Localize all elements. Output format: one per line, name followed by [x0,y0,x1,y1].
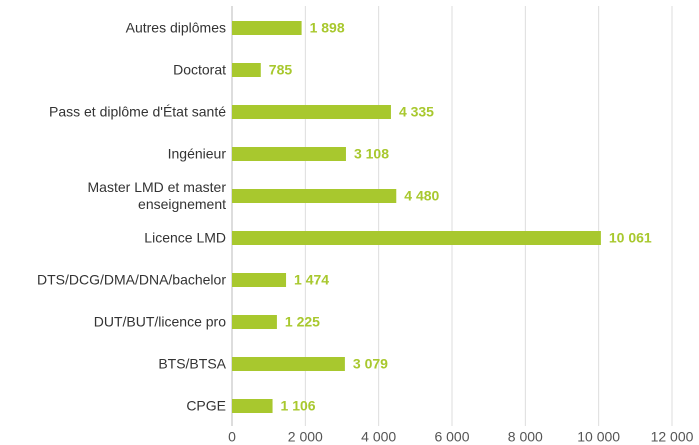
x-tick-label: 4 000 [361,429,396,445]
value-label: 1 106 [281,398,316,414]
value-label: 1 898 [310,20,345,36]
category-label: Pass et diplôme d'État santé [49,103,226,120]
value-label: 3 079 [353,356,388,372]
category-label: DUT/BUT/licence pro [93,313,226,330]
bar [232,147,346,161]
value-label: 1 474 [294,272,329,288]
bar [232,21,302,35]
bar [232,63,261,77]
category-label: Ingénieur [167,145,226,162]
x-tick-label: 8 000 [508,429,543,445]
bar [232,189,397,203]
category-label: Licence LMD [144,229,226,246]
bar [232,399,273,413]
value-label: 10 061 [609,230,652,246]
category-label: Master LMD et master enseignement [87,179,226,212]
value-label: 785 [269,62,293,78]
x-tick-label: 6 000 [434,429,469,445]
bar [232,357,345,371]
category-label: Autres diplômes [125,19,226,36]
value-label: 3 108 [354,146,389,162]
category-label: DTS/DCG/DMA/DNA/bachelor [36,271,226,288]
bar [232,273,287,287]
x-tick-label: 12 000 [651,429,694,445]
x-tick-label: 10 000 [577,429,620,445]
category-label: CPGE [186,397,226,414]
value-label: 1 225 [285,314,320,330]
bar [232,105,391,119]
x-tick-label: 0 [228,429,236,445]
bar [232,231,601,245]
category-label: BTS/BTSA [158,355,226,372]
x-tick-label: 2 000 [288,429,323,445]
bar [232,315,277,329]
value-label: 4 335 [399,104,434,120]
value-label: 4 480 [404,188,439,204]
category-label: Doctorat [173,61,226,78]
